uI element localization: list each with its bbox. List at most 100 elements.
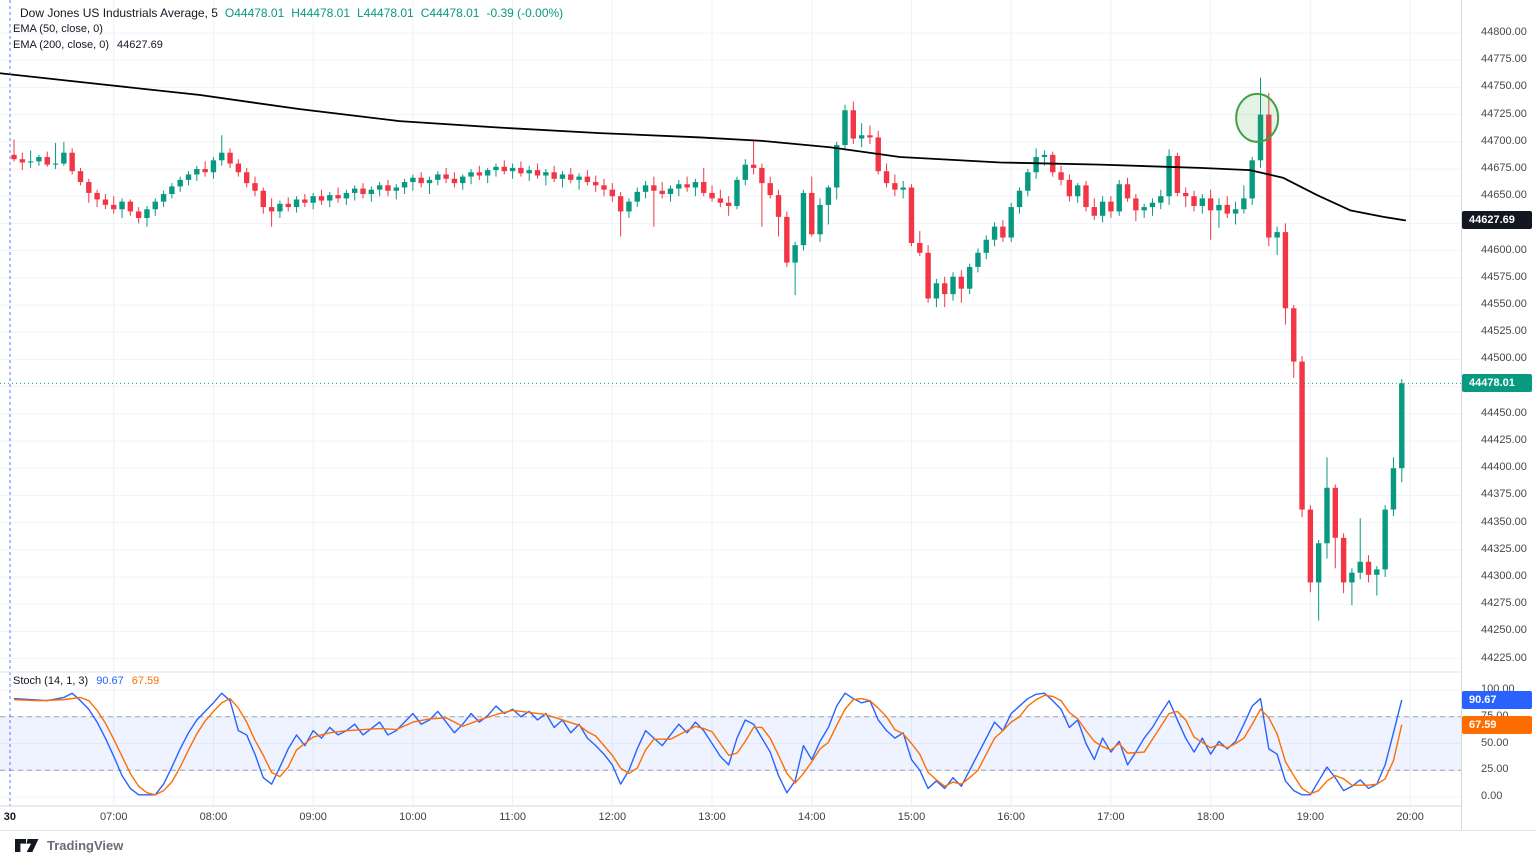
- candle-body: [376, 185, 383, 190]
- candle-body: [1191, 196, 1197, 206]
- tradingview-logo-icon: [15, 839, 39, 852]
- ema-price-label: 44627.69: [1462, 211, 1532, 230]
- candle-body: [792, 245, 798, 263]
- candle-body: [1133, 198, 1139, 211]
- ema200-legend-row[interactable]: EMA (200, close, 0) 44627.69: [13, 38, 563, 53]
- candle-body: [966, 266, 973, 289]
- candle-body: [775, 195, 782, 217]
- candle-body: [1199, 198, 1206, 206]
- candle-body: [1266, 114, 1272, 238]
- time-axis-label: 13:00: [698, 811, 726, 823]
- candle-body: [917, 242, 923, 253]
- candle-body: [626, 201, 632, 212]
- candle-body: [1374, 569, 1380, 575]
- candle-body: [543, 172, 549, 176]
- price-tick-label: 44775.00: [1481, 53, 1527, 66]
- candle-body: [1390, 468, 1397, 510]
- candle-body: [509, 167, 516, 172]
- price-tick-label: 44275.00: [1481, 597, 1527, 610]
- candle-body: [667, 188, 674, 195]
- candle-body: [169, 186, 175, 195]
- candle-body: [725, 202, 732, 206]
- chart-canvas[interactable]: 30 07:00 08:00 09:00 10:00 11:00 12:00 13:00 14:…: [0, 0, 1461, 830]
- candle-body: [260, 190, 266, 208]
- candle-body: [676, 184, 682, 189]
- time-axis-label: 18:00: [1197, 811, 1225, 823]
- candle-body: [709, 192, 715, 199]
- candle-body: [235, 163, 242, 173]
- candle-body: [160, 194, 167, 202]
- candle-body: [1041, 154, 1048, 158]
- price-tick-label: 44500.00: [1481, 352, 1527, 365]
- candle-body: [368, 189, 375, 195]
- symbol-legend-row[interactable]: Dow Jones US Industrials Average, 5 O4447…: [13, 6, 563, 21]
- candle-body: [642, 185, 649, 192]
- time-axis-label: 30: [4, 811, 16, 823]
- candle-body: [593, 182, 599, 186]
- candle-body: [1174, 155, 1181, 193]
- time-axis-label: 15:00: [898, 811, 926, 823]
- candle-body: [102, 199, 109, 205]
- candle-body: [327, 195, 333, 201]
- price-tick-label: 44750.00: [1481, 80, 1527, 93]
- candle-body: [601, 185, 607, 190]
- candle-body: [111, 204, 117, 210]
- candle-body: [335, 195, 341, 199]
- candle-body: [1224, 204, 1230, 214]
- price-axis[interactable]: 44800.00 44775.00 44750.00 44725.00 44700.00…: [1461, 0, 1536, 830]
- candle-body: [784, 216, 790, 263]
- candle-body: [1183, 192, 1189, 197]
- price-tick-label: 44700.00: [1481, 134, 1527, 147]
- candle-body: [1241, 198, 1247, 210]
- candle-body: [219, 152, 225, 161]
- time-axis-label: 19:00: [1297, 811, 1325, 823]
- time-axis-label: 16:00: [997, 811, 1025, 823]
- candle-body: [576, 176, 582, 180]
- candle-body: [1158, 196, 1164, 203]
- candle-body: [493, 166, 499, 171]
- candle-body: [11, 154, 17, 160]
- candle-body: [850, 110, 857, 139]
- candle-body: [393, 187, 399, 191]
- candle-body: [152, 201, 158, 210]
- candle-body: [817, 204, 823, 235]
- time-axis-label: 10:00: [399, 811, 427, 823]
- tradingview-attribution[interactable]: TradingView: [0, 830, 1536, 860]
- candle-body: [1141, 207, 1147, 211]
- candle-body: [767, 183, 773, 196]
- stoch-tick-label: 25.00: [1481, 763, 1509, 776]
- highlight-circle-annotation: [1235, 92, 1280, 143]
- stoch-d-value: 67.59: [131, 675, 160, 687]
- candle-body: [958, 276, 965, 289]
- candle-body: [1116, 184, 1122, 212]
- time-axis-label: 20:00: [1396, 811, 1424, 823]
- candle-body: [435, 174, 441, 180]
- candle-body: [135, 211, 142, 218]
- candle-body: [800, 192, 807, 246]
- ema50-legend-row[interactable]: EMA (50, close, 0): [13, 22, 563, 37]
- candle-body: [144, 209, 150, 218]
- close-value: C44478.01: [420, 6, 480, 20]
- candle-body: [534, 170, 541, 176]
- candle-body: [833, 145, 840, 188]
- ema200-line: [0, 72, 1407, 222]
- candle-body: [1166, 155, 1172, 197]
- candle-body: [1066, 179, 1073, 197]
- price-tick-label: 44425.00: [1481, 434, 1527, 446]
- open-value: O44478.01: [224, 6, 285, 20]
- candle-body: [1025, 172, 1031, 191]
- price-tick-label: 44450.00: [1481, 406, 1527, 419]
- candle-body: [1399, 383, 1405, 469]
- ema200-label: EMA (200, close, 0): [13, 39, 109, 51]
- price-tick-label: 44550.00: [1481, 298, 1527, 310]
- candle-body: [1282, 232, 1289, 309]
- candle-body: [634, 191, 640, 202]
- candle-body: [659, 190, 665, 195]
- candle-body: [1307, 509, 1314, 583]
- candle-body: [360, 188, 366, 195]
- candle-body: [318, 196, 325, 201]
- stoch-legend-row[interactable]: Stoch (14, 1, 3) 90.67 67.59: [13, 675, 159, 687]
- candle-body: [701, 182, 707, 193]
- candle-body: [1291, 308, 1297, 362]
- candle-body: [52, 163, 59, 165]
